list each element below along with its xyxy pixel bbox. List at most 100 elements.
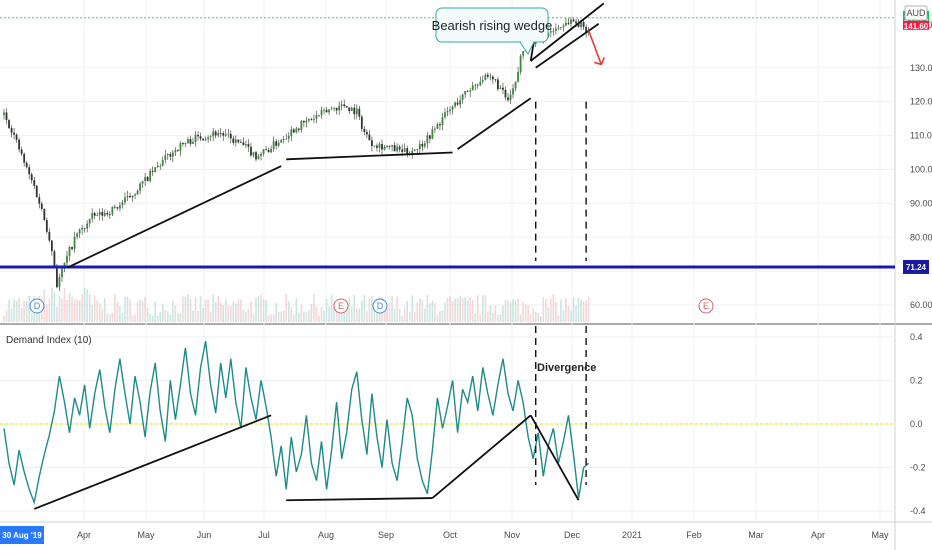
- candle-body: [348, 107, 351, 112]
- candle-body: [514, 81, 517, 89]
- candle-body: [560, 27, 562, 29]
- candle-body: [207, 137, 210, 140]
- bearish-wedge-callout[interactable]: Bearish rising wedge: [432, 7, 553, 55]
- volume-bar: [111, 312, 114, 322]
- candle-body: [119, 205, 121, 209]
- volume-bar: [348, 297, 351, 322]
- volume-bar: [504, 299, 507, 322]
- volume-bar: [489, 305, 492, 322]
- price-trendline: [457, 97, 532, 150]
- price-badge-label: 71.24: [906, 263, 927, 272]
- volume-bar: [63, 288, 66, 322]
- volume-bar: [270, 314, 272, 322]
- candle-body: [338, 105, 341, 111]
- volume-bar: [373, 302, 376, 322]
- candle-body: [237, 139, 240, 143]
- volume-bar: [192, 310, 194, 322]
- demand-tick-label: -0.2: [910, 463, 926, 473]
- volume-bar: [139, 299, 141, 322]
- candle-body: [176, 150, 179, 152]
- volume-bar: [439, 311, 441, 322]
- candle-body: [126, 195, 129, 198]
- volume-bar: [580, 299, 582, 322]
- currency-label: AUD: [906, 8, 926, 18]
- candle-body: [449, 109, 451, 112]
- volume-bar: [13, 299, 15, 322]
- volume-bar: [124, 296, 126, 322]
- candle-body: [383, 146, 386, 150]
- candle-body: [355, 108, 358, 115]
- volume-bar: [8, 299, 10, 322]
- candle-body: [381, 143, 383, 150]
- candle-body: [81, 227, 84, 230]
- volume-bar: [129, 299, 131, 322]
- volume-bar: [106, 313, 109, 322]
- volume-bar: [492, 312, 494, 322]
- candle-body: [476, 84, 479, 86]
- x-tick-label: May: [871, 530, 889, 540]
- candle-body: [285, 138, 288, 140]
- volume-bar: [519, 314, 522, 322]
- candle-body: [8, 120, 10, 129]
- currency-box[interactable]: AUD: [904, 5, 928, 21]
- candle-body: [76, 233, 78, 237]
- candle-body: [292, 129, 295, 133]
- volume-bar: [534, 311, 537, 322]
- price-badge: 141.60: [903, 20, 929, 31]
- volume-bar: [98, 303, 101, 322]
- candle-body: [184, 142, 187, 145]
- volume-bar: [237, 299, 240, 322]
- volume-bar: [144, 296, 146, 322]
- volume-bar: [313, 294, 315, 322]
- candle-body: [522, 51, 525, 56]
- candle-body: [426, 135, 429, 144]
- volume-bar: [275, 302, 277, 322]
- candle-body: [444, 112, 446, 118]
- candle-body: [98, 211, 101, 216]
- volume-bar: [235, 303, 237, 322]
- volume-bar: [126, 296, 129, 322]
- candle-body: [23, 153, 26, 163]
- candle-body: [431, 129, 434, 139]
- volume-bar: [280, 311, 282, 322]
- x-tick-label: Dec: [564, 530, 581, 540]
- candle-body: [161, 159, 164, 166]
- candle-body: [136, 190, 139, 195]
- volume-bar: [575, 305, 577, 322]
- volume-bar: [151, 315, 154, 322]
- volume-bar: [197, 310, 199, 322]
- candle-body: [199, 136, 202, 139]
- volume-bar: [308, 310, 310, 322]
- volume-bar: [361, 300, 363, 322]
- candle-body: [277, 142, 280, 146]
- volume-bar: [202, 308, 204, 322]
- event-marker-letter: D: [377, 301, 384, 311]
- volume-bar: [454, 298, 456, 322]
- demand-trendline: [431, 414, 532, 499]
- candle-body: [565, 22, 567, 26]
- bearish-arrow-head: [594, 57, 605, 66]
- candle-body: [371, 140, 373, 147]
- event-marker-d: D: [29, 298, 45, 314]
- event-marker-e: E: [333, 298, 349, 314]
- volume-bar: [421, 299, 424, 322]
- volume-bar: [474, 313, 477, 322]
- volume-bar: [562, 310, 565, 322]
- candle-body: [179, 142, 182, 152]
- volume-bar: [476, 294, 479, 322]
- candle-body: [260, 154, 262, 157]
- volume-bar: [570, 310, 572, 322]
- candle-body: [212, 131, 215, 137]
- volume-bar: [287, 301, 290, 322]
- candle-body: [214, 131, 217, 136]
- volume-bar: [71, 296, 73, 322]
- volume-bar: [265, 300, 267, 322]
- candle-body: [436, 124, 439, 129]
- candle-body: [434, 128, 436, 130]
- volume-bar: [116, 302, 119, 322]
- volume-bar: [587, 296, 590, 322]
- volume-bar: [3, 315, 5, 322]
- volume-bar: [512, 299, 514, 322]
- volume-bar: [517, 298, 519, 322]
